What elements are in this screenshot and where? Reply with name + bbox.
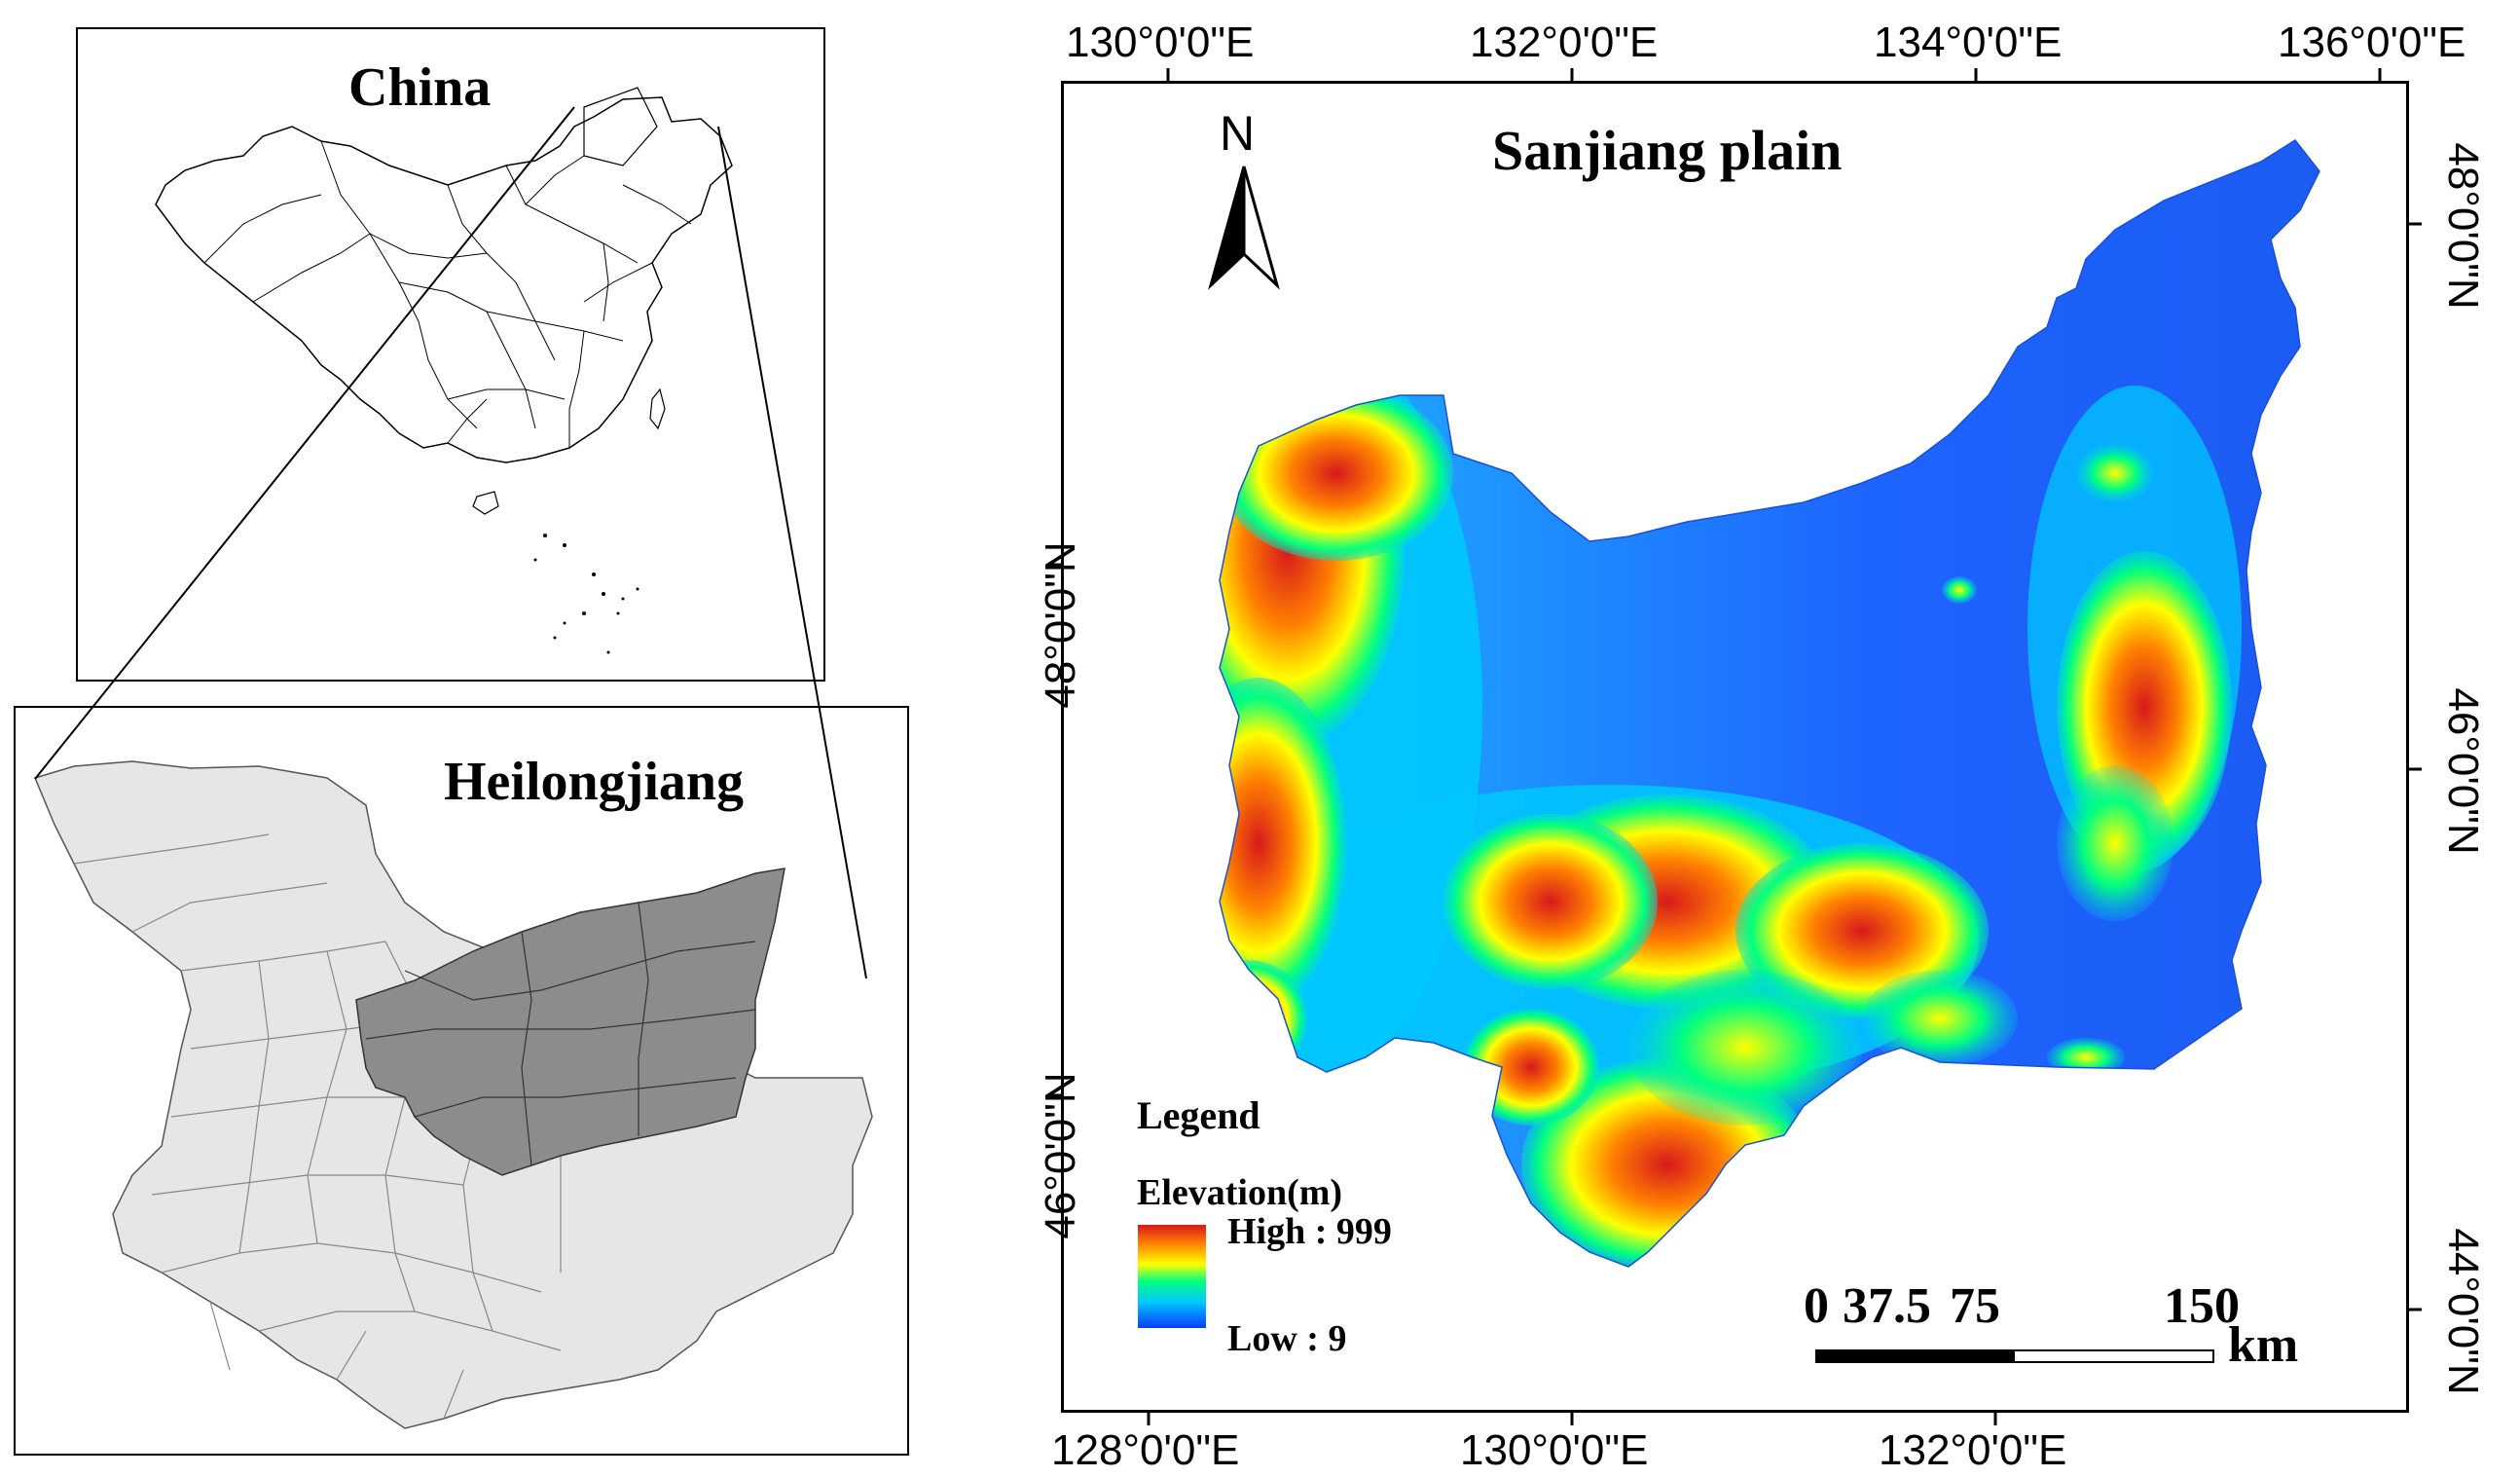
heilongjiang-highlight-outline: [583, 87, 658, 166]
left-tick-46n: 46°0'0"N: [1037, 1072, 1084, 1239]
legend-subtitle: Elevation(m): [1137, 1172, 1343, 1213]
left-tick-48n: 48°0'0"N: [1037, 541, 1084, 709]
main-map-frame: Sanjiang plain N Legend Elevation(m) Hig…: [1061, 81, 2409, 1413]
scale-label-0: 0: [1804, 1278, 1829, 1334]
hainan-island: [472, 491, 499, 515]
sanjiang-region-highlight: [355, 868, 785, 1176]
top-tick-136e: 136°0'0"E: [2278, 18, 2466, 66]
scale-bar-graphic: [1815, 1349, 2214, 1363]
bottom-tick-130e: 130°0'0"E: [1460, 1426, 1649, 1474]
china-inset-panel: China: [76, 27, 825, 682]
top-tick-134e: 134°0'0"E: [1874, 18, 2063, 66]
main-map-title: Sanjiang plain: [1492, 119, 1843, 182]
right-tick-46n: 46°0'0"N: [2439, 687, 2487, 855]
top-tick-130e: 130°0'0"E: [1066, 18, 1255, 66]
heilongjiang-county-map: [33, 760, 873, 1429]
sanjiang-boundary: [1219, 139, 2320, 1268]
heilongjiang-inset-panel: Heilongjiang: [14, 706, 909, 1456]
bottom-tick-132e: 132°0'0"E: [1879, 1426, 2067, 1474]
scale-label-37-5: 37.5: [1843, 1278, 1931, 1334]
right-tick-48n: 48°0'0"N: [2439, 142, 2487, 310]
north-arrow-label: N: [1220, 106, 1256, 161]
scale-label-150: 150: [2164, 1278, 2240, 1334]
scale-unit-label: km: [2228, 1317, 2299, 1373]
bottom-tick-128e: 128°0'0"E: [1051, 1426, 1240, 1474]
heilongjiang-county-lines: [73, 833, 562, 1420]
legend-high-label: High : 999: [1227, 1211, 1392, 1252]
sanjiang-elevation-map: [1219, 139, 2320, 1268]
china-inset-title: China: [348, 57, 492, 118]
scale-label-75: 75: [1950, 1278, 2000, 1334]
sanjiang-internal-lines: [365, 902, 756, 1166]
top-tick-132e: 132°0'0"E: [1470, 18, 1659, 66]
taiwan-island: [649, 388, 666, 430]
right-tick-44n: 44°0'0"N: [2439, 1228, 2487, 1395]
legend-color-ramp: [1138, 1225, 1206, 1328]
legend-low-label: Low : 9: [1227, 1318, 1347, 1359]
china-outline-map: [155, 87, 733, 654]
south-sea-islands: [533, 534, 639, 654]
north-arrow-icon: [1208, 166, 1280, 290]
china-mainland-outline: [155, 96, 733, 463]
legend-title: Legend: [1137, 1093, 1260, 1137]
